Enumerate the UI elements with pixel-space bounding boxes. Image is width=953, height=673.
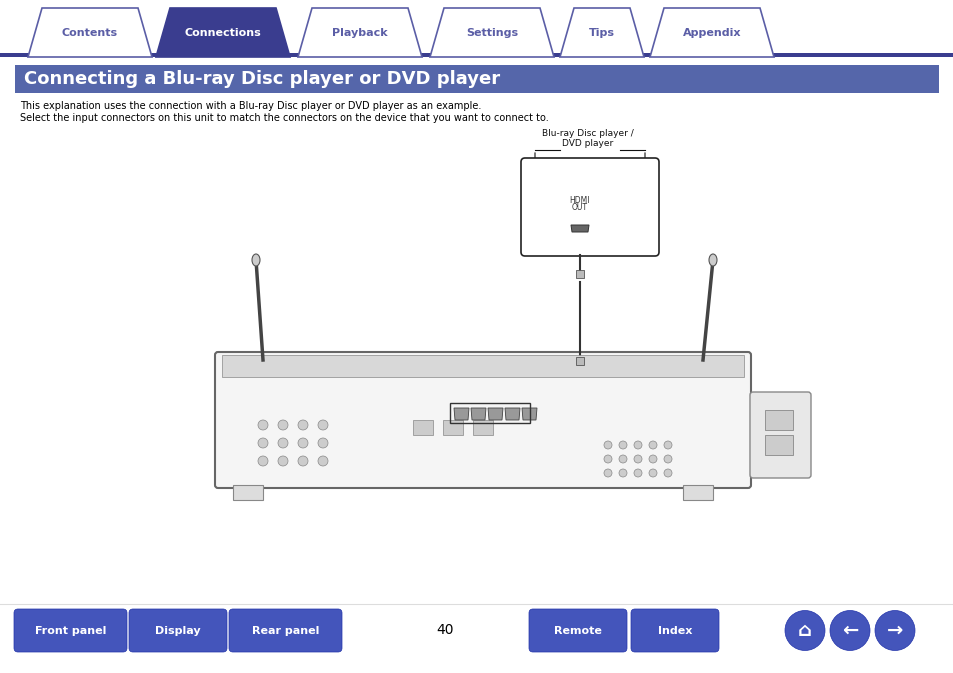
Polygon shape: [454, 408, 469, 420]
Text: Remote: Remote: [554, 625, 601, 635]
Circle shape: [618, 469, 626, 477]
Text: DVD player: DVD player: [561, 139, 613, 148]
Bar: [764, 410, 792, 430]
Ellipse shape: [252, 254, 260, 266]
Circle shape: [634, 441, 641, 449]
Bar: [442, 420, 462, 435]
Polygon shape: [297, 8, 421, 57]
Bar: [576, 270, 583, 278]
Circle shape: [277, 438, 288, 448]
Text: Display: Display: [155, 625, 200, 635]
Circle shape: [634, 455, 641, 463]
FancyBboxPatch shape: [214, 352, 750, 488]
Circle shape: [618, 441, 626, 449]
Text: Blu-ray Disc player /: Blu-ray Disc player /: [541, 129, 633, 138]
Polygon shape: [488, 408, 502, 420]
Circle shape: [784, 610, 824, 651]
Bar: [473, 420, 493, 435]
FancyBboxPatch shape: [14, 609, 127, 652]
Circle shape: [829, 610, 869, 651]
Bar: [450, 403, 530, 423]
Circle shape: [277, 456, 288, 466]
Text: Settings: Settings: [465, 28, 517, 38]
Text: Contents: Contents: [62, 28, 118, 38]
Circle shape: [648, 469, 657, 477]
Circle shape: [317, 420, 328, 430]
Bar: [413, 420, 433, 435]
Text: Front panel: Front panel: [34, 625, 106, 635]
Text: →: →: [886, 621, 902, 640]
Text: ⌂: ⌂: [797, 621, 811, 640]
Text: Select the input connectors on this unit to match the connectors on the device t: Select the input connectors on this unit…: [20, 113, 548, 123]
Text: Appendix: Appendix: [682, 28, 740, 38]
Text: OUT: OUT: [572, 203, 587, 212]
Ellipse shape: [708, 254, 717, 266]
Polygon shape: [471, 408, 485, 420]
Bar: [15, 65, 938, 93]
Text: Connections: Connections: [185, 28, 261, 38]
Bar: [0, 53, 953, 57]
Circle shape: [603, 469, 612, 477]
Circle shape: [317, 438, 328, 448]
FancyBboxPatch shape: [630, 609, 719, 652]
Text: Connecting a Blu-ray Disc player or DVD player: Connecting a Blu-ray Disc player or DVD …: [24, 70, 499, 88]
Text: Rear panel: Rear panel: [252, 625, 319, 635]
Bar: [222, 355, 743, 377]
FancyBboxPatch shape: [129, 609, 227, 652]
Text: Tips: Tips: [588, 28, 615, 38]
Circle shape: [257, 420, 268, 430]
Circle shape: [317, 456, 328, 466]
Circle shape: [648, 455, 657, 463]
Polygon shape: [430, 8, 554, 57]
Circle shape: [297, 438, 308, 448]
Circle shape: [297, 420, 308, 430]
Circle shape: [297, 456, 308, 466]
Circle shape: [634, 469, 641, 477]
FancyBboxPatch shape: [520, 158, 659, 256]
Text: Index: Index: [658, 625, 692, 635]
Circle shape: [277, 420, 288, 430]
Circle shape: [874, 610, 914, 651]
Text: Playback: Playback: [332, 28, 388, 38]
Polygon shape: [571, 225, 588, 232]
Text: 40: 40: [436, 623, 454, 637]
Bar: [576, 357, 583, 365]
Polygon shape: [559, 8, 643, 57]
Bar: [682, 485, 712, 500]
Circle shape: [257, 438, 268, 448]
Circle shape: [648, 441, 657, 449]
Polygon shape: [28, 8, 152, 57]
Circle shape: [603, 455, 612, 463]
FancyBboxPatch shape: [749, 392, 810, 478]
Circle shape: [663, 469, 671, 477]
Circle shape: [257, 456, 268, 466]
Circle shape: [618, 455, 626, 463]
Polygon shape: [521, 408, 537, 420]
Circle shape: [603, 441, 612, 449]
FancyBboxPatch shape: [229, 609, 341, 652]
Bar: [233, 485, 263, 500]
Circle shape: [663, 455, 671, 463]
Text: ←: ←: [841, 621, 858, 640]
Text: This explanation uses the connection with a Blu-ray Disc player or DVD player as: This explanation uses the connection wit…: [20, 101, 481, 111]
Bar: [764, 435, 792, 455]
Polygon shape: [156, 8, 290, 57]
Polygon shape: [649, 8, 773, 57]
FancyBboxPatch shape: [529, 609, 626, 652]
Text: HDMI: HDMI: [569, 196, 590, 205]
Polygon shape: [504, 408, 519, 420]
Circle shape: [663, 441, 671, 449]
